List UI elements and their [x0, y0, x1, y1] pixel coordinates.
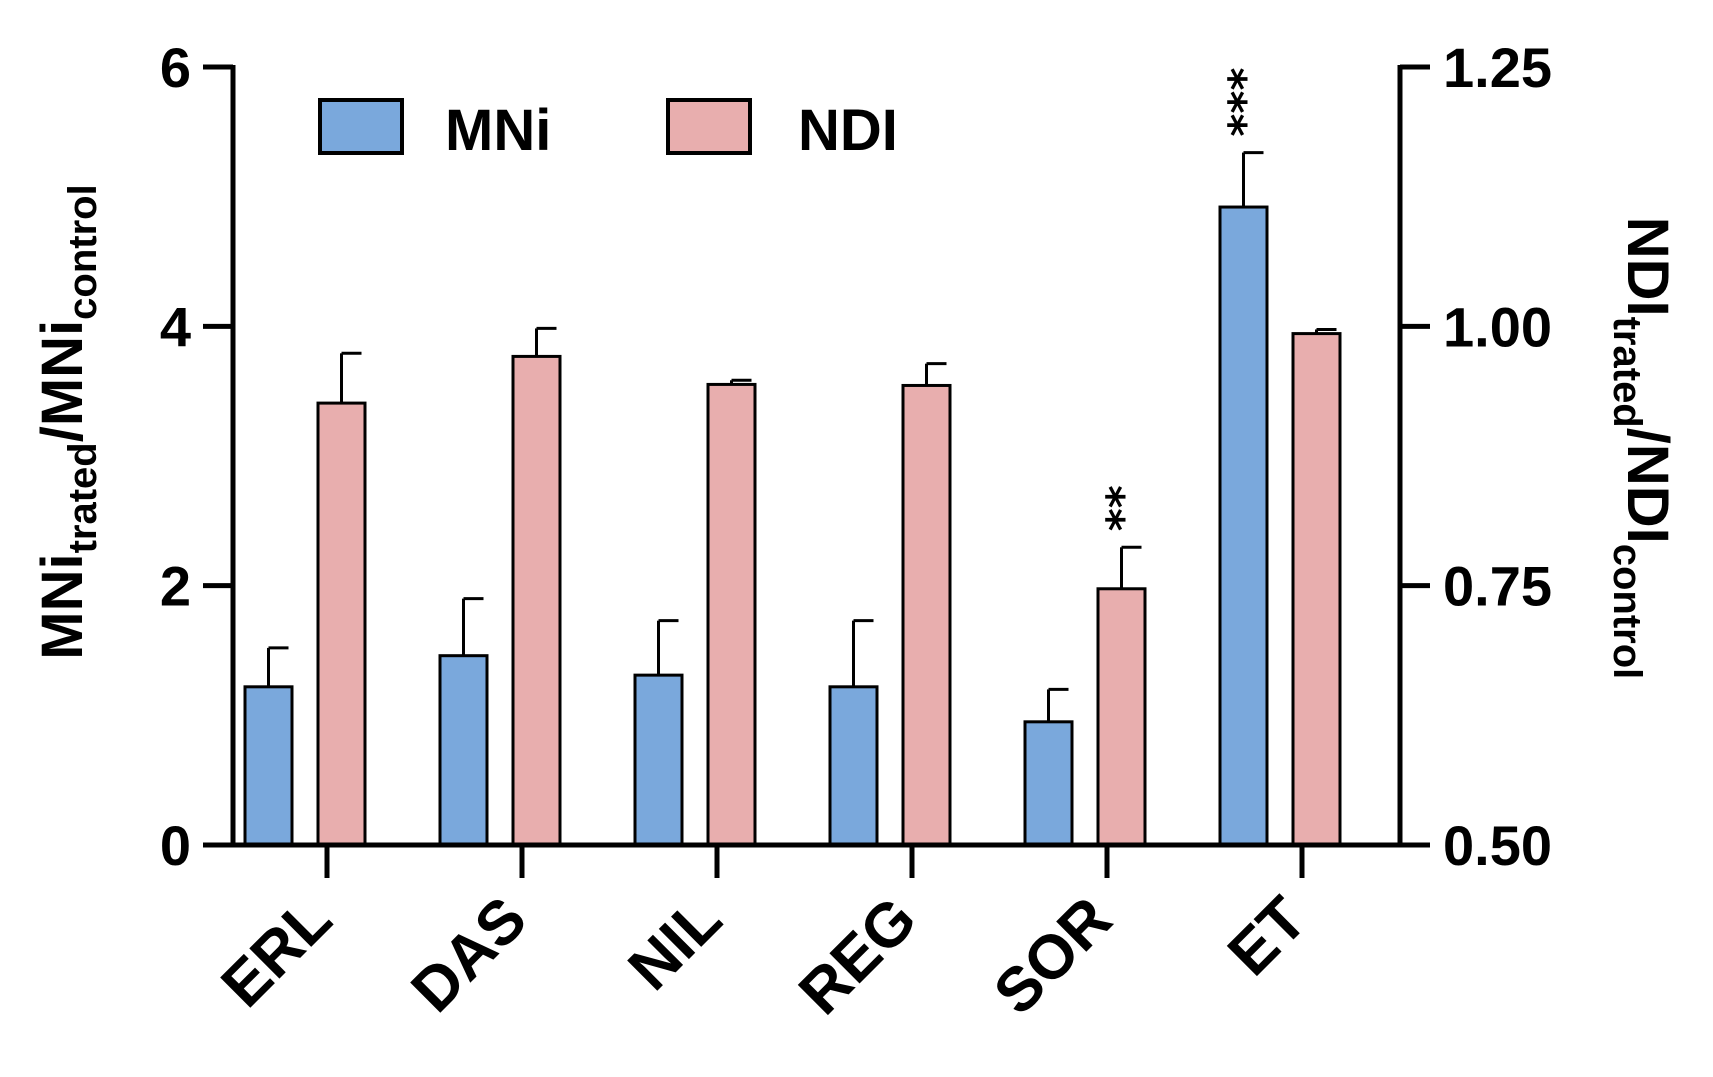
category-label-nil: NIL — [615, 884, 734, 1003]
bar-mni-das — [438, 654, 489, 847]
bar-mni-sor — [1023, 720, 1074, 847]
bar-mni-et — [1218, 205, 1269, 847]
right-axis-title: NDItrated/NDIcontrol — [1605, 217, 1680, 680]
right-tick-label-0: 0.50 — [1443, 814, 1552, 877]
legend-label-mni: MNi — [445, 98, 551, 163]
bars-layer: ***** — [243, 68, 1342, 847]
legend-swatch-mni — [318, 98, 404, 155]
legend-swatch-ndi — [666, 98, 752, 155]
left-axis-title-main-1: MNi — [30, 553, 95, 659]
category-label-erl: ERL — [208, 884, 344, 1020]
svg-text:NDItrated/NDIcontrol: NDItrated/NDIcontrol — [1605, 217, 1680, 680]
left-tick-label-3: 6 — [160, 36, 191, 99]
right-tick-label-2: 1.00 — [1443, 295, 1552, 358]
left-tick-label-0: 0 — [160, 814, 191, 877]
axes-layer: 0 2 4 6 0.50 0.75 1.00 1.25 ERL DAS NIL REG SOR ET — [160, 36, 1552, 1028]
left-axis-title-main-2: /MNi — [30, 320, 95, 442]
right-axis-title-main-1: NDI — [1615, 217, 1680, 317]
left-tick-label-2: 4 — [160, 295, 191, 358]
bar-ndi-erl — [316, 401, 367, 847]
bar-ndi-sor — [1096, 587, 1147, 847]
bar-ndi-reg — [901, 383, 952, 847]
legend: MNi NDI — [318, 98, 898, 163]
significance-mni-et: *** — [1220, 68, 1271, 137]
right-axis-title-sub-1: trated — [1605, 317, 1649, 428]
bar-mni-erl — [243, 685, 294, 847]
category-label-das: DAS — [399, 884, 540, 1025]
bar-ndi-nil — [706, 382, 757, 847]
left-axis-title-sub-2: control — [61, 184, 105, 320]
right-tick-label-1: 0.75 — [1443, 555, 1552, 618]
left-axis-title-sub-1: trated — [61, 442, 105, 553]
bar-mni-nil — [633, 673, 684, 847]
right-tick-label-3: 1.25 — [1443, 36, 1552, 99]
bar-ndi-das — [511, 354, 562, 847]
category-label-et: ET — [1215, 884, 1320, 989]
right-axis-title-sub-2: control — [1605, 544, 1649, 680]
svg-text:MNitrated/MNicontrol: MNitrated/MNicontrol — [30, 184, 105, 659]
left-tick-label-1: 2 — [160, 555, 191, 618]
significance-ndi-sor: ** — [1098, 485, 1149, 531]
category-label-sor: SOR — [981, 884, 1125, 1028]
legend-label-ndi: NDI — [798, 98, 898, 163]
left-axis-title: MNitrated/MNicontrol — [30, 184, 105, 659]
right-axis-title-main-2: /NDI — [1615, 428, 1680, 544]
bar-mni-reg — [828, 685, 879, 847]
bar-ndi-et — [1291, 332, 1342, 847]
category-label-reg: REG — [786, 884, 930, 1028]
